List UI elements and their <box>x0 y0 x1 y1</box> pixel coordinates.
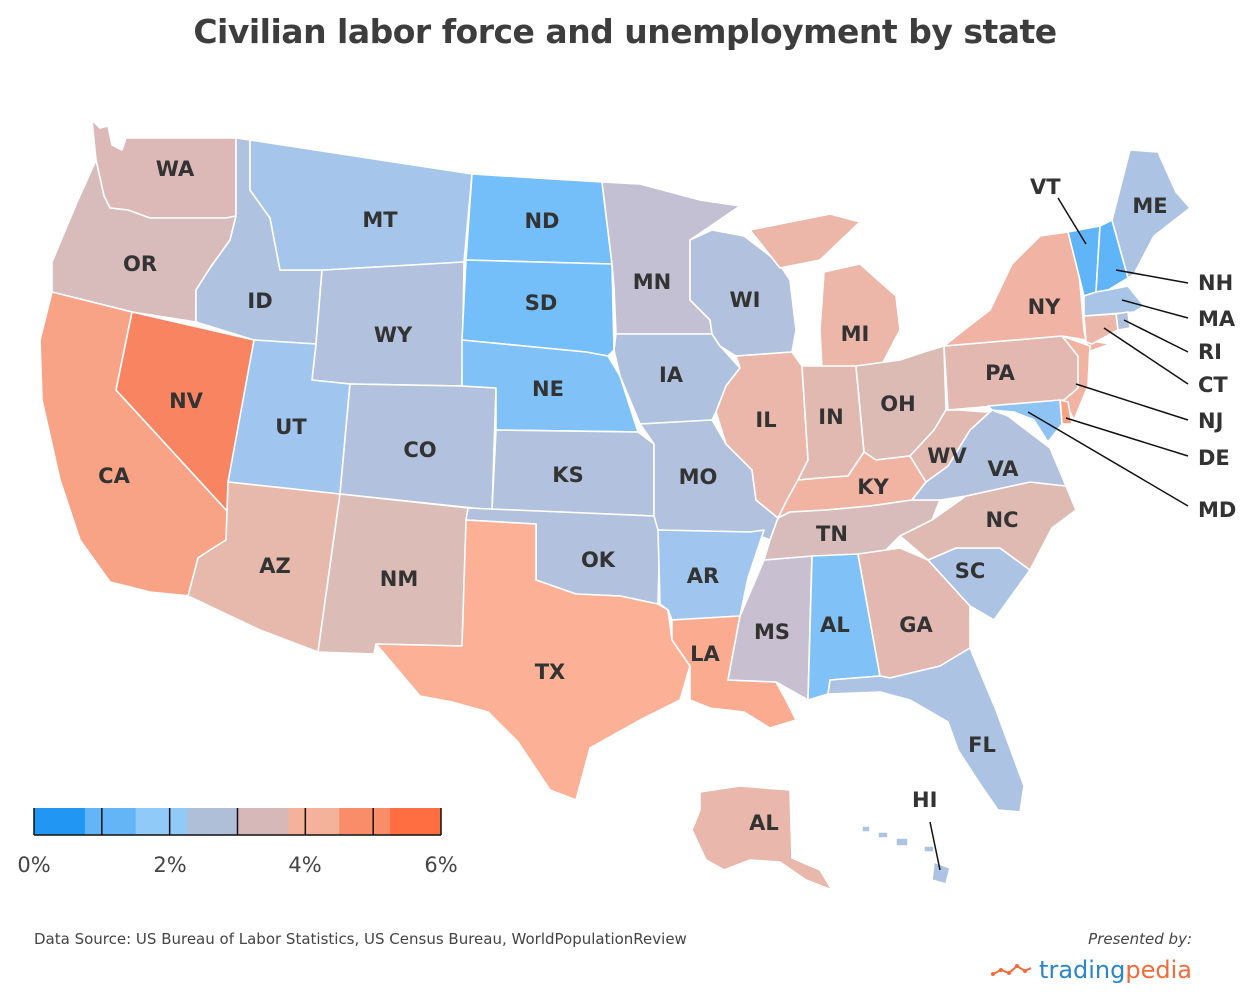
label-NE: NE <box>532 377 564 401</box>
brand-wordmark: tradingpedia <box>1039 956 1192 984</box>
label-OK: OK <box>581 548 616 572</box>
label-SC: SC <box>955 559 986 583</box>
leader-RI <box>1123 319 1189 353</box>
label-KY: KY <box>857 475 889 499</box>
states-layer <box>39 119 1191 891</box>
label-ND: ND <box>524 209 559 233</box>
label-CO: CO <box>403 438 436 462</box>
label-OH: OH <box>880 392 915 416</box>
label-WV: WV <box>927 444 967 468</box>
label-NC: NC <box>986 508 1019 532</box>
label-IN: IN <box>818 405 843 429</box>
callouts: VT NH MA RI CT NJ DE MD HI <box>912 175 1236 871</box>
label-MI: MI <box>841 322 870 346</box>
legend-swatch <box>390 808 442 835</box>
legend-label-4: 4% <box>288 853 321 877</box>
leader-HI <box>929 821 941 871</box>
leader-MA <box>1121 299 1189 319</box>
label-RI: RI <box>1198 340 1222 364</box>
label-MO: MO <box>679 465 718 489</box>
label-ID: ID <box>247 289 272 313</box>
brand-logo[interactable]: tradingpedia <box>991 955 1192 985</box>
label-DE: DE <box>1198 446 1230 470</box>
state-WV[interactable] <box>909 409 993 483</box>
label-NJ: NJ <box>1198 409 1223 433</box>
label-LA: LA <box>690 642 720 666</box>
label-OR: OR <box>123 252 157 276</box>
brand-part-1: trading <box>1039 956 1126 984</box>
legend-swatches <box>34 808 442 835</box>
legend-ticks <box>33 808 442 835</box>
label-HI: HI <box>912 788 937 812</box>
label-VA: VA <box>987 457 1019 481</box>
state-ME[interactable] <box>1111 149 1191 279</box>
label-MA: MA <box>1198 307 1236 331</box>
label-NY: NY <box>1028 295 1062 319</box>
chart-trend-icon <box>991 964 1032 976</box>
label-WI: WI <box>730 288 761 312</box>
label-NH: NH <box>1198 271 1233 295</box>
label-AZ: AZ <box>259 554 290 578</box>
label-ME: ME <box>1132 194 1167 218</box>
leader-DE <box>1065 417 1189 457</box>
leader-VT <box>1057 197 1087 245</box>
label-VT: VT <box>1030 175 1061 199</box>
state-FL[interactable] <box>827 647 1025 813</box>
color-legend: 0% 2% 4% 6% <box>17 808 458 877</box>
data-source-note: Data Source: US Bureau of Labor Statisti… <box>34 930 687 948</box>
presented-by-label: Presented by: <box>1088 930 1192 948</box>
label-GA: GA <box>899 613 933 637</box>
legend-label-6: 6% <box>424 853 457 877</box>
label-IA: IA <box>659 363 684 387</box>
label-MS: MS <box>754 620 790 644</box>
label-MN: MN <box>633 270 671 294</box>
label-NV: NV <box>169 389 204 413</box>
label-MT: MT <box>362 208 398 232</box>
label-AR: AR <box>687 564 719 588</box>
leader-MD <box>1027 411 1189 507</box>
state-CO[interactable] <box>339 383 497 511</box>
label-WA: WA <box>156 157 195 181</box>
state-labels: WA OR CA NV ID MT WY UT AZ CO NM ND SD N… <box>98 157 1167 835</box>
label-WY: WY <box>374 323 413 347</box>
label-IL: IL <box>755 408 776 432</box>
label-AK: AL <box>749 811 779 835</box>
legend-swatch <box>237 808 289 835</box>
leader-CT <box>1103 327 1189 385</box>
legend-swatch <box>34 808 86 835</box>
brand-part-2: pedia <box>1125 956 1192 984</box>
state-NH[interactable] <box>1095 219 1129 293</box>
label-PA: PA <box>985 361 1015 385</box>
legend-label-0: 0% <box>17 853 50 877</box>
state-AK[interactable] <box>691 785 833 891</box>
label-CT: CT <box>1198 373 1228 397</box>
label-CA: CA <box>98 464 130 488</box>
leader-NJ <box>1075 383 1189 421</box>
legend-swatch <box>288 808 340 835</box>
legend-swatch <box>135 808 188 835</box>
legend-swatch <box>339 808 391 835</box>
state-CT[interactable] <box>1083 313 1119 345</box>
state-MT[interactable] <box>249 139 473 271</box>
label-TX: TX <box>535 660 566 684</box>
state-TX[interactable] <box>375 519 691 801</box>
map-title: Civilian labor force and unemployment by… <box>193 12 1057 51</box>
label-KS: KS <box>552 463 583 487</box>
state-HI[interactable] <box>861 825 951 885</box>
legend-label-2: 2% <box>153 853 186 877</box>
label-SD: SD <box>525 291 558 315</box>
label-UT: UT <box>275 415 307 439</box>
state-MD[interactable] <box>987 399 1063 443</box>
label-TN: TN <box>816 522 848 546</box>
leader-NH <box>1115 269 1189 284</box>
legend-swatch <box>186 808 238 835</box>
label-NM: NM <box>380 567 418 591</box>
state-NC[interactable] <box>899 481 1077 571</box>
legend-swatch <box>84 808 137 835</box>
label-FL: FL <box>968 733 996 757</box>
label-MD: MD <box>1198 498 1236 522</box>
state-MI[interactable] <box>749 213 901 371</box>
label-AL: AL <box>820 613 850 637</box>
